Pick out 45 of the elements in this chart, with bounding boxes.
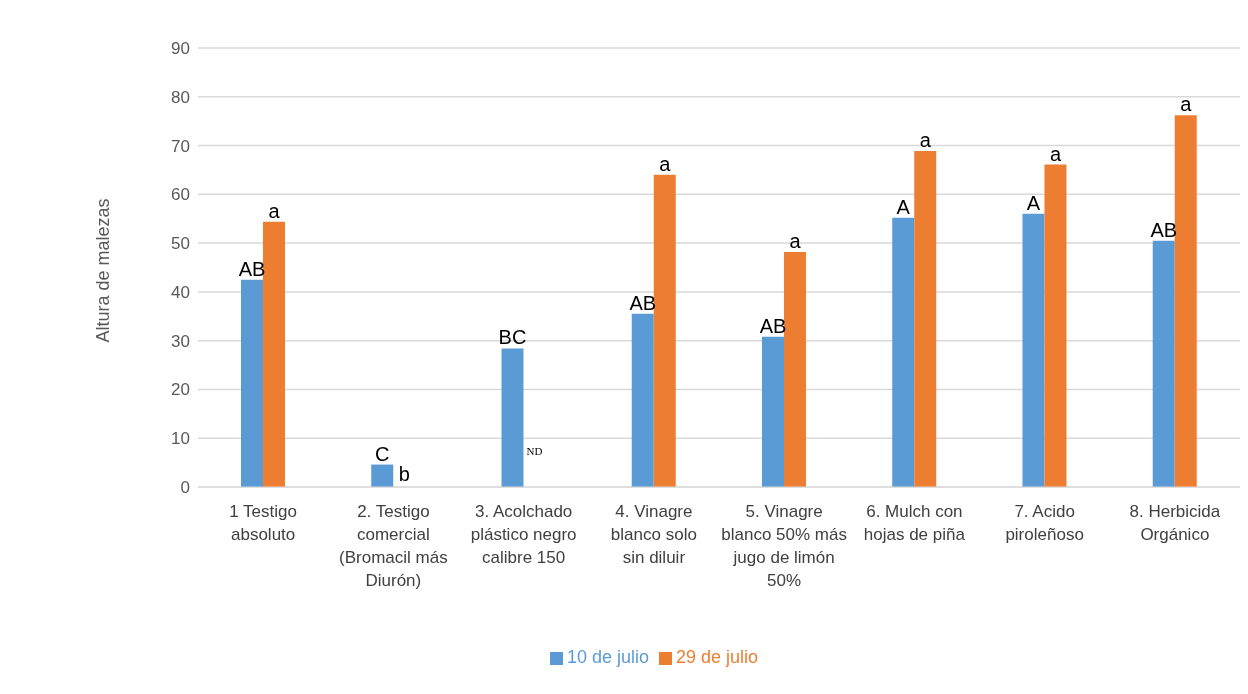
data-label: a — [789, 229, 802, 252]
x-tick-label: 7. Acido piroleñoso — [1005, 502, 1084, 544]
y-tick-label: 50 — [171, 234, 190, 254]
bar — [761, 336, 784, 487]
bar — [371, 464, 394, 487]
x-tick-label: 6. Mulch con hojas de piña — [863, 502, 966, 544]
bar — [914, 150, 937, 487]
bar — [1152, 240, 1175, 487]
y-tick-label: 60 — [171, 185, 190, 205]
y-tick-label: 80 — [171, 87, 190, 107]
data-label: a — [268, 199, 281, 222]
data-label: A — [1026, 191, 1041, 214]
data-label: b — [398, 463, 410, 485]
y-tick-label: 40 — [171, 282, 190, 302]
x-tick-label: 4. Vinagre blanco solo sin diluir — [610, 502, 697, 567]
bar — [892, 217, 915, 487]
x-tick-label: 3. Acolchado plástico negro calibre 150 — [470, 502, 577, 567]
x-tick-label: 8. Herbicida Orgánico — [1129, 502, 1221, 544]
y-tick-label: 70 — [171, 136, 190, 156]
bar — [1022, 213, 1045, 487]
bar — [653, 174, 676, 487]
data-label: BC — [498, 326, 527, 349]
legend-label: 10 de julio — [566, 647, 649, 667]
x-tick-label: 5. Vinagre blanco 50% más jugo de limón 50% — [721, 502, 847, 590]
x-tick-label: 2. Testigo comercial (Bromacil más Diurón) — [339, 502, 448, 590]
text: ND — [526, 445, 543, 457]
bar — [501, 348, 524, 487]
data-label: a — [919, 128, 932, 151]
y-tick-label: 90 — [171, 39, 190, 59]
y-tick-label: 30 — [171, 331, 190, 351]
y-tick-label: 20 — [171, 380, 190, 400]
data-label: A — [896, 195, 911, 218]
data-label: a — [659, 152, 672, 175]
y-tick-label: 0 — [180, 478, 190, 498]
bar — [240, 279, 263, 487]
legend-label: 29 de julio — [676, 647, 759, 667]
data-label: a — [1180, 93, 1193, 116]
bar — [1044, 164, 1067, 487]
data-label: a — [1049, 142, 1062, 165]
bar — [1174, 115, 1197, 487]
bar — [631, 313, 654, 487]
y-axis-title: Altura de malezas — [93, 198, 114, 343]
x-tick-label: 1 Testigo absoluto — [229, 502, 297, 544]
data-label: C — [375, 442, 390, 465]
y-tick-label: 10 — [171, 429, 190, 449]
